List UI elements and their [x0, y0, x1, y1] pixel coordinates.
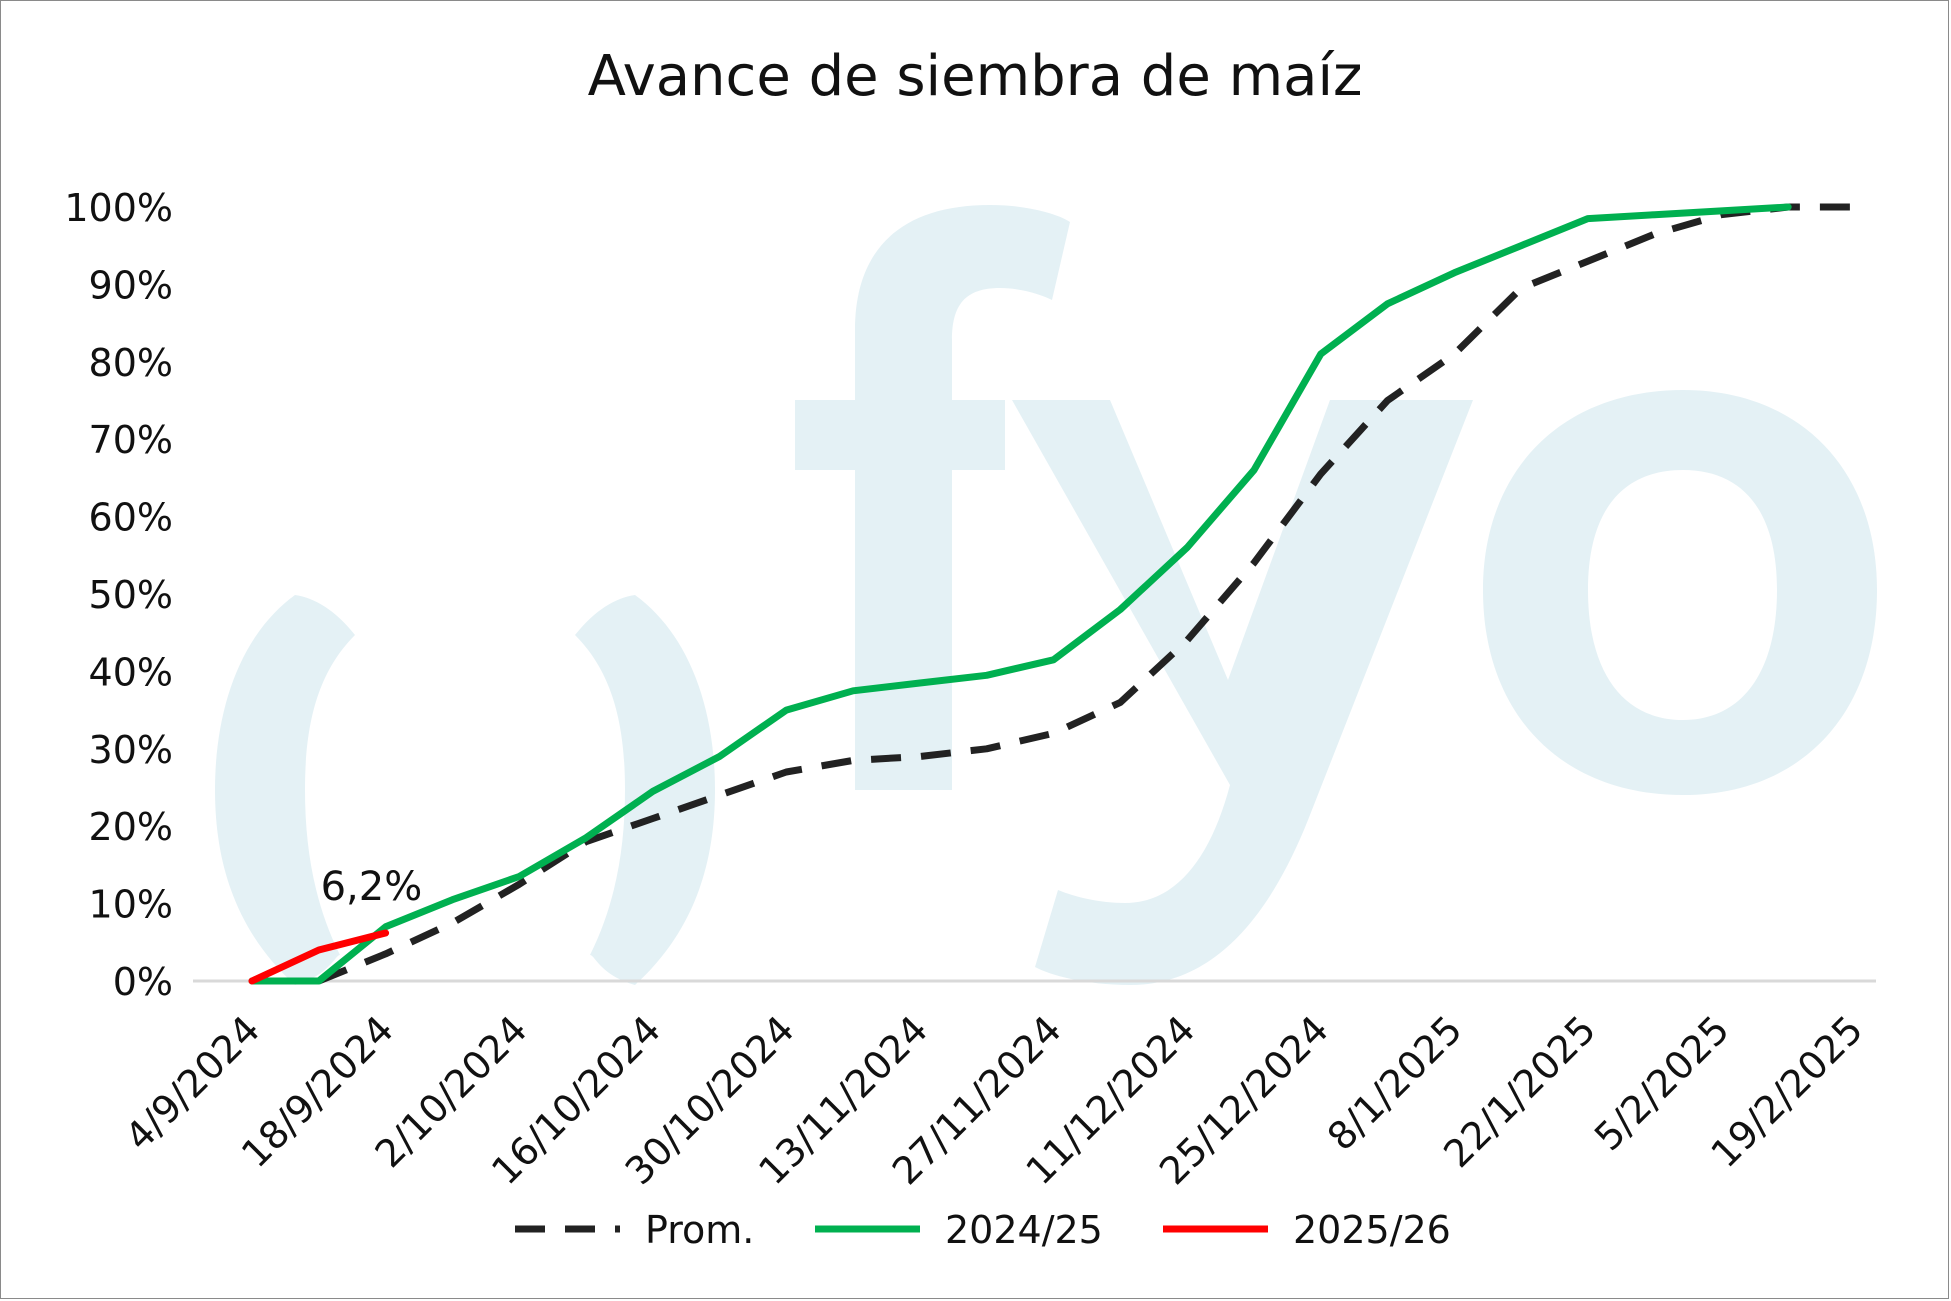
- series-line: [248, 929, 390, 985]
- legend-label: 2025/26: [1293, 1208, 1451, 1252]
- y-tick-label: 10%: [89, 883, 173, 927]
- fyo-watermark-logo: [215, 205, 1877, 985]
- data-label: 6,2%: [321, 864, 423, 910]
- legend: Prom. 2024/25 2025/26: [515, 1208, 1451, 1252]
- y-tick-label: 70%: [89, 418, 173, 462]
- y-tick-label: 0%: [113, 960, 173, 1004]
- legend-label: Prom.: [645, 1208, 754, 1252]
- y-tick-label: 90%: [89, 263, 173, 307]
- chart-title: Avance de siembra de maíz: [588, 44, 1363, 109]
- y-tick-label: 30%: [89, 728, 173, 772]
- annotation-layer: 6,2%: [321, 864, 423, 910]
- y-tick-label: 50%: [89, 573, 173, 617]
- series-line: [248, 203, 1792, 985]
- y-tick-label: 80%: [89, 341, 173, 385]
- legend-label: 2024/25: [945, 1208, 1103, 1252]
- y-tick-label: 100%: [64, 186, 173, 230]
- series-layer: [248, 203, 1855, 985]
- y-tick-label: 40%: [89, 650, 173, 694]
- y-axis-ticks: 0% 10% 20% 30% 40% 50% 60% 70% 80% 90% 100%: [64, 186, 173, 1004]
- series-line: [317, 203, 1855, 985]
- y-tick-label: 20%: [89, 805, 173, 849]
- x-axis-ticks: 4/9/202418/9/20242/10/202416/10/202430/1…: [117, 1007, 1872, 1193]
- y-tick-label: 60%: [89, 496, 173, 540]
